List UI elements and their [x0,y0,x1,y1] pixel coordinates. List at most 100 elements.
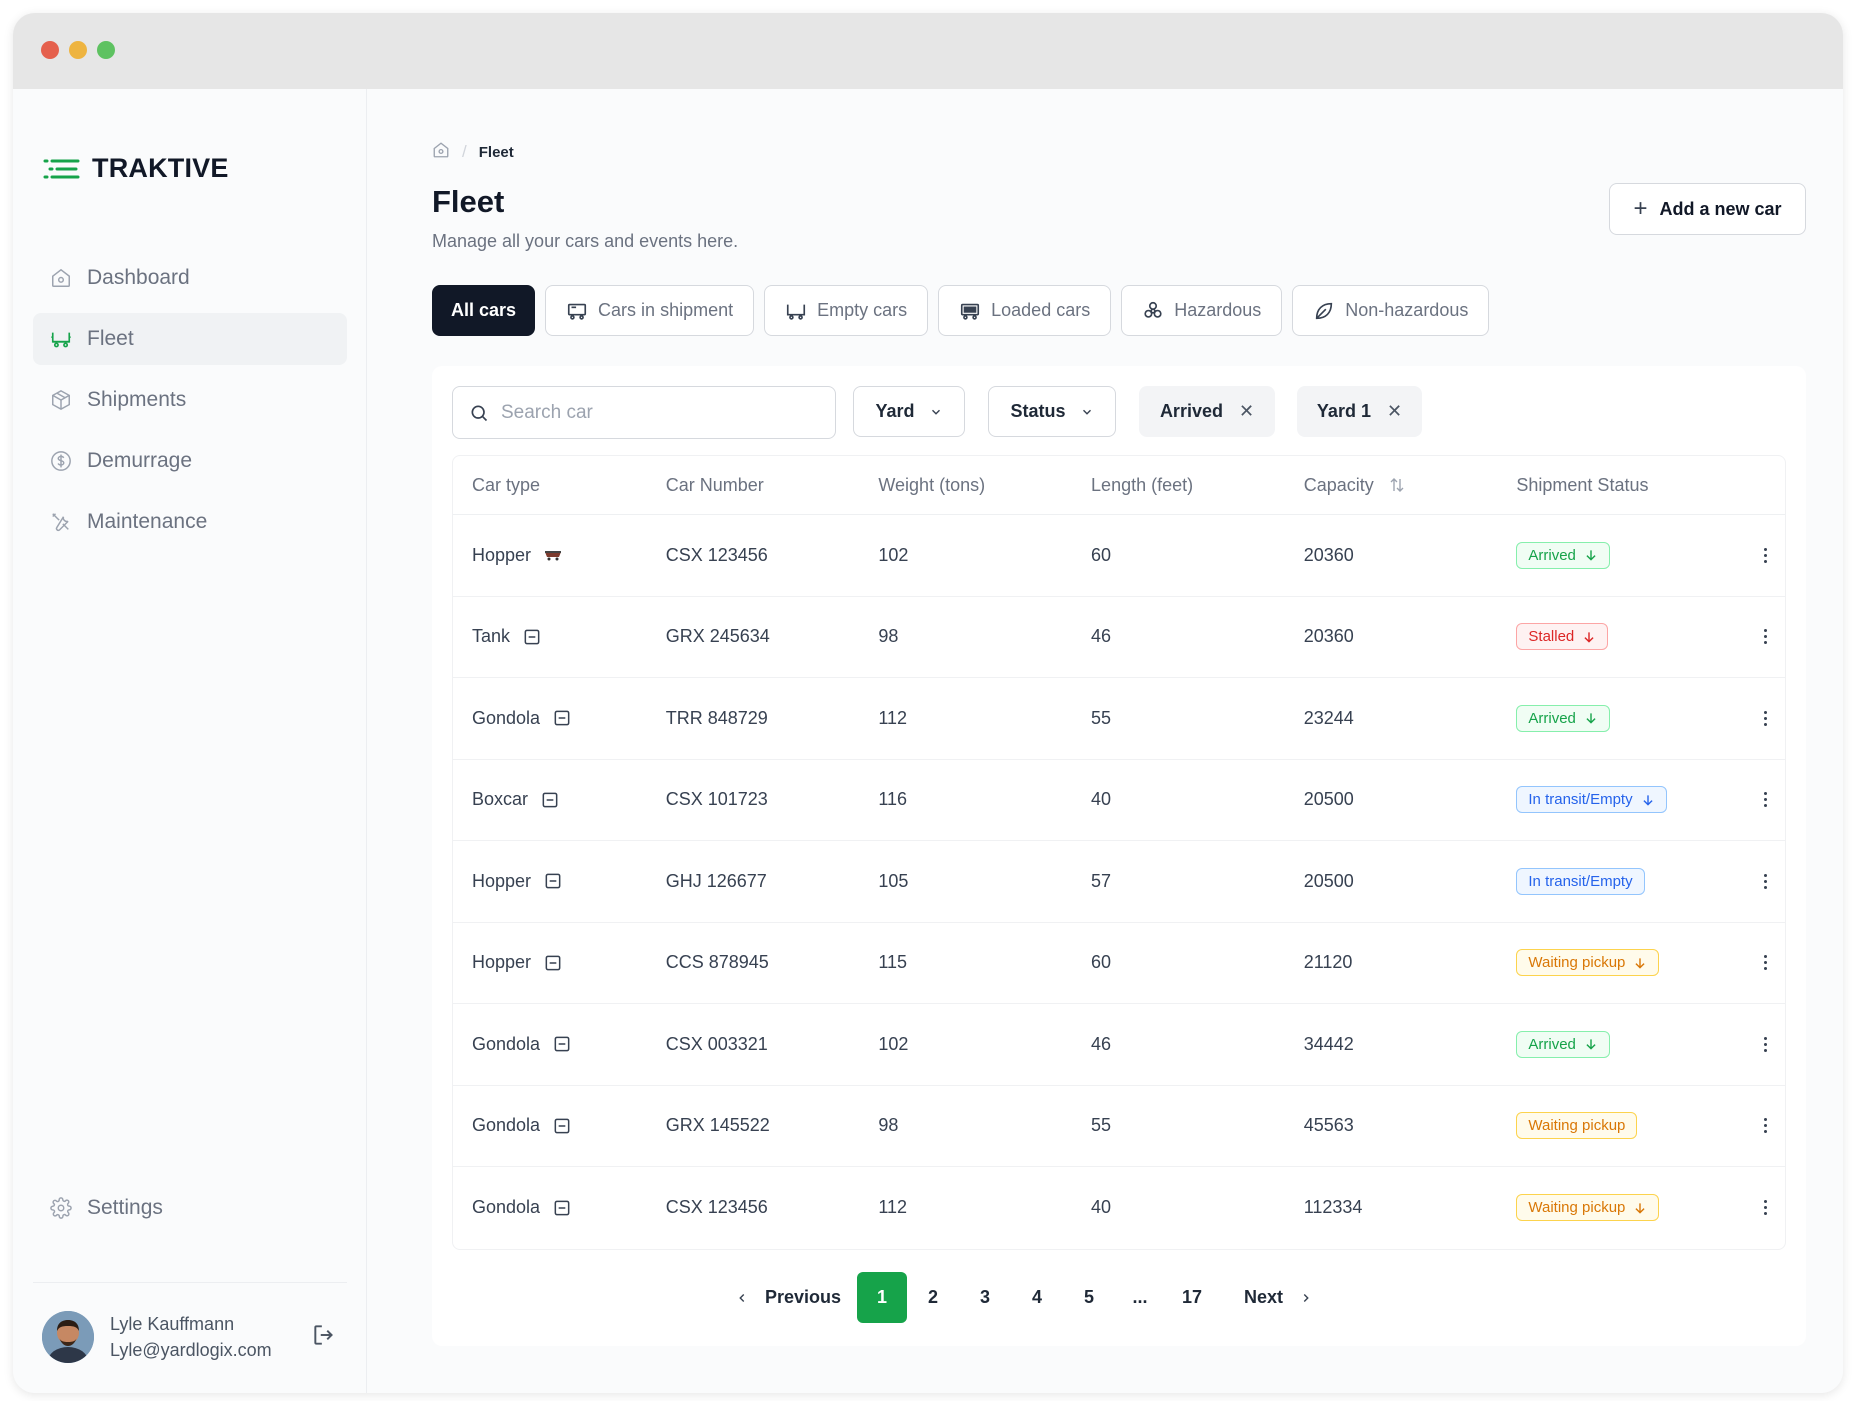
column-header-weight[interactable]: Weight (tons) [878,474,986,495]
close-icon[interactable]: ✕ [1238,401,1255,421]
pagination: Previous 1 2 3 4 5 ... 17 Next [432,1272,1806,1323]
sidebar-item-settings[interactable]: Settings [33,1182,347,1234]
status-badge[interactable]: Arrived [1516,704,1610,732]
dollar-circle-icon [49,449,73,473]
brand-logo[interactable]: TRAKTIVE [42,153,229,184]
more-options-icon[interactable] [1756,543,1776,567]
status-label: Waiting pickup [1528,1199,1626,1217]
cell-length: 46 [1091,626,1112,647]
more-options-icon[interactable] [1756,951,1776,975]
table-row[interactable]: Gondola CSX 123456 112 40 112334 Waiting pick… [453,1167,1785,1249]
filter-chip-yard-1[interactable]: Yard 1 ✕ [1297,386,1422,437]
page-subtitle: Manage all your cars and events here. [432,231,739,251]
cell-car-number: CSX 123456 [665,1197,768,1218]
table-row[interactable]: Hopper GHJ 126677 105 57 20500 In transit/Emp… [453,841,1785,923]
page-button-1[interactable]: 1 [857,1272,907,1323]
sidebar-item-shipments[interactable]: Shipments [33,374,347,426]
column-header-car-type[interactable]: Car type [472,474,541,495]
cell-car-number: TRR 848729 [665,707,768,728]
cell-length: 55 [1091,707,1112,728]
cell-capacity: 34442 [1303,1033,1354,1054]
table-row[interactable]: Tank GRX 245634 98 46 20360 Stalled [453,597,1785,678]
cell-weight: 115 [878,952,908,973]
table-row[interactable]: Gondola CSX 003321 102 46 34442 Arrived [453,1004,1785,1086]
tab-non-hazardous[interactable]: Non-hazardous [1292,285,1490,336]
column-header-shipment-status[interactable]: Shipment Status [1516,474,1649,495]
next-page-button[interactable]: Next [1244,1272,1313,1323]
tab-hazardous[interactable]: Hazardous [1121,285,1283,336]
status-badge[interactable]: Waiting pickup [1516,1112,1638,1140]
column-header-capacity[interactable]: Capacity [1304,475,1517,496]
cell-car-number: CCS 878945 [665,952,769,973]
more-options-icon[interactable] [1756,1032,1776,1056]
column-header-car-number[interactable]: Car Number [665,474,764,495]
table-row[interactable]: Gondola TRR 848729 112 55 23244 Arrived [453,678,1785,760]
sort-icon[interactable] [1388,476,1406,494]
status-badge[interactable]: Waiting pickup [1516,1194,1660,1222]
status-dropdown[interactable]: Status [988,386,1116,437]
page-button-17[interactable]: 17 [1181,1287,1203,1307]
status-badge[interactable]: Arrived [1516,541,1610,569]
car-type-label: Boxcar [472,789,529,810]
cell-length: 57 [1091,870,1112,891]
logout-button[interactable] [311,1322,337,1353]
table-row[interactable]: Gondola GRX 145522 98 55 45563 Waiting pickup [453,1086,1785,1167]
tab-label: Non-hazardous [1345,300,1469,320]
tab-all-cars[interactable]: All cars [432,285,536,336]
page-title: Fleet [432,184,505,219]
sidebar-item-demurrage[interactable]: Demurrage [33,435,347,487]
tab-loaded-cars[interactable]: Loaded cars [938,285,1112,336]
status-badge[interactable]: In transit/Empty [1516,867,1645,895]
logout-icon [314,1325,333,1345]
page-button-2[interactable]: 2 [927,1287,938,1307]
add-new-car-button[interactable]: + Add a new car [1609,183,1806,235]
chevron-down-icon [1082,409,1091,415]
sidebar-item-maintenance[interactable]: Maintenance [33,496,347,548]
more-options-icon[interactable] [1756,1196,1776,1220]
status-badge[interactable]: Arrived [1516,1030,1610,1058]
status-badge[interactable]: Stalled [1516,623,1609,651]
logo-icon [43,159,80,178]
more-options-icon[interactable] [1756,706,1776,730]
close-icon[interactable]: ✕ [1386,401,1403,421]
table-row[interactable]: Hopper CCS 878945 115 60 21120 Waiting pickup [453,923,1785,1004]
status-badge[interactable]: Waiting pickup [1516,949,1660,977]
search-placeholder: Search car [501,401,593,423]
column-header-length[interactable]: Length (feet) [1091,474,1194,495]
page-button-5[interactable]: 5 [1083,1287,1094,1307]
table-row[interactable]: Boxcar CSX 101723 116 40 20500 In transit/Emp… [453,760,1785,841]
more-options-icon[interactable] [1756,869,1776,893]
filter-chip-arrived[interactable]: Arrived ✕ [1139,386,1275,437]
search-input[interactable]: Search car [452,386,836,439]
status-label: In transit/Empty [1528,872,1633,890]
page-button-3[interactable]: 3 [979,1287,990,1307]
status-dropdown-label: Status [1010,401,1066,421]
sidebar-nav: Dashboard Fleet Shipments Demurrage [33,252,347,557]
window-minimize-button[interactable] [69,41,87,59]
sidebar-item-fleet[interactable]: Fleet [33,313,347,365]
status-badge[interactable]: In transit/Empty [1516,786,1667,814]
previous-page-button[interactable]: Previous [735,1272,841,1323]
cell-actions [1746,788,1785,812]
more-options-icon[interactable] [1756,1114,1776,1138]
yard-dropdown[interactable]: Yard [853,386,965,437]
sidebar-item-label: Settings [87,1196,163,1219]
cell-shipment-status: Waiting pickup [1516,1194,1746,1222]
status-label: Stalled [1528,628,1575,646]
cell-weight: 112 [878,1197,908,1218]
home-icon[interactable] [432,141,450,163]
more-options-icon[interactable] [1756,788,1776,812]
window-close-button[interactable] [41,41,59,59]
tab-empty-cars[interactable]: Empty cars [764,285,929,336]
window-maximize-button[interactable] [97,41,115,59]
cell-weight: 112 [878,707,908,728]
car-type-label: Gondola [472,1197,541,1218]
tab-cars-in-shipment[interactable]: Cars in shipment [545,285,755,336]
sidebar-item-dashboard[interactable]: Dashboard [33,252,347,304]
car-type-label: Gondola [472,1033,541,1054]
breadcrumb: / Fleet [432,141,514,163]
more-options-icon[interactable] [1756,625,1776,649]
table-row[interactable]: Hopper CSX 123456 102 60 20360 Arrived [453,515,1785,597]
user-profile[interactable]: Lyle Kauffmann Lyle@yardlogix.com [42,1311,272,1363]
page-button-4[interactable]: 4 [1031,1287,1042,1307]
